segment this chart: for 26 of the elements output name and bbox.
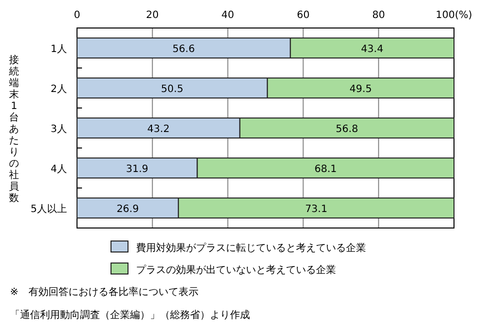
text: 「通信利用動向調査（企業編）」（総務省）より作成 xyxy=(10,309,250,321)
x-tick-label: 40 xyxy=(221,10,234,21)
y-tick-label: 1人 xyxy=(50,44,67,55)
data-label: 56.8 xyxy=(336,124,358,135)
data-label: 43.2 xyxy=(147,124,170,135)
data-label: 56.6 xyxy=(172,44,195,55)
text: 接続端末1台あたりの社員数 xyxy=(9,55,19,204)
x-tick-label: 60 xyxy=(296,10,310,21)
data-label: 49.5 xyxy=(350,84,372,95)
data-label: 73.1 xyxy=(305,204,328,215)
legend-label: 費用対効果がプラスに転じていると考えている企業 xyxy=(136,242,366,254)
y-tick-label: 4人 xyxy=(50,164,67,175)
data-label: 50.5 xyxy=(161,84,184,95)
x-tick-label: 100(%) xyxy=(436,10,472,21)
y-tick-label: 5人以上 xyxy=(30,203,67,215)
x-tick-label: 80 xyxy=(372,10,385,21)
data-label: 43.4 xyxy=(361,44,384,55)
y-tick-label: 3人 xyxy=(50,124,67,135)
data-label: 31.9 xyxy=(126,164,148,175)
x-tick-label: 20 xyxy=(146,10,159,21)
data-label: 68.1 xyxy=(314,164,337,175)
data-label: 26.9 xyxy=(116,204,139,215)
y-tick-label: 2人 xyxy=(50,84,67,95)
x-tick-label: 0 xyxy=(74,10,80,21)
text: ※ 有効回答における各比率について表示 xyxy=(10,286,198,298)
legend-label: プラスの効果が出ていないと考えている企業 xyxy=(136,264,336,276)
